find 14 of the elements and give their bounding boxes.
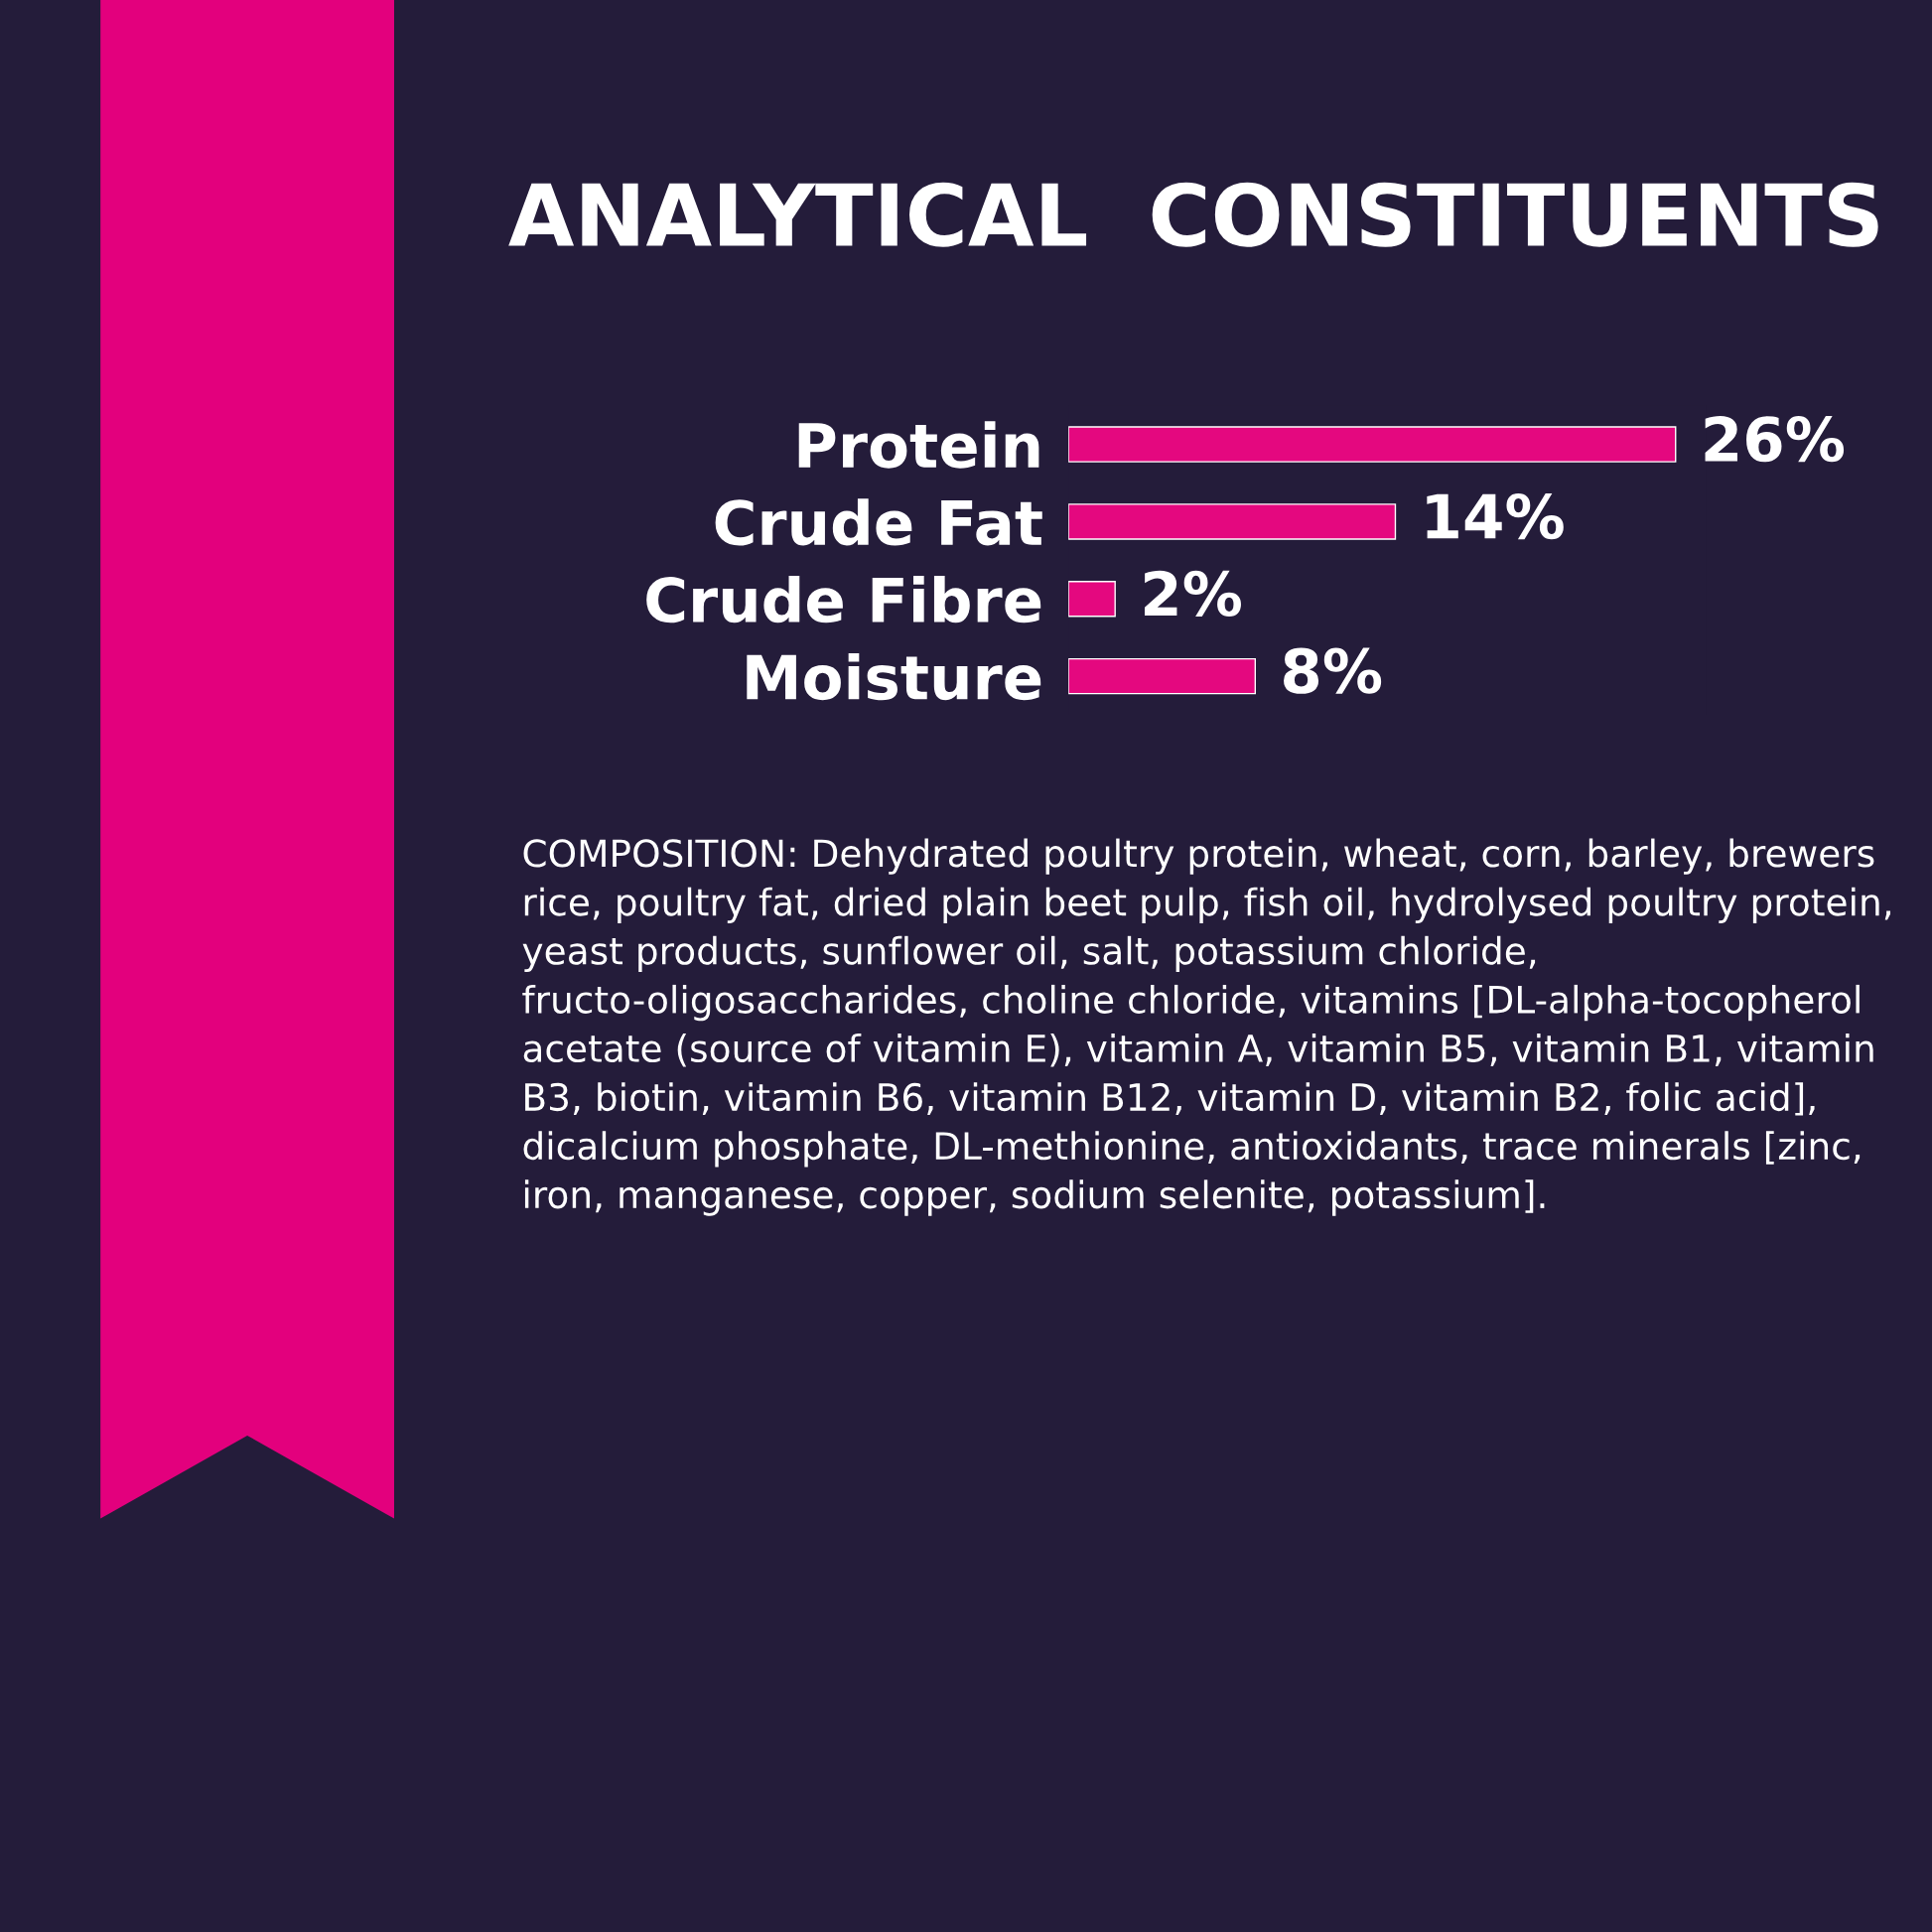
bar [1068,503,1397,540]
data-label: 14% [1427,492,1564,540]
data-label: 2% [1145,570,1241,617]
y-tick-label: Moisture [747,652,1041,701]
bar [1068,657,1257,695]
text: COMPOSITION: Dehydrated poultry protein, wheat, corn, barley, brewers rice, poultry fat, dried plain beet pulp, fish oil, hydrolysed poultry protein, yeast products, sunflower oil, salt, potassium chloride, fructo-oligosaccharides, choline chloride, vitamins [DL-alpha-tocopherol acetate (source of vitamin E), vitamin A, vitamin B5, vitamin B1, vitamin B3, biotin, vitamin B6, vitamin B12, vitamin D, vitamin B2, folic acid], dicalcium phosphate, DL-methionine, antioxidants, trace minerals [zinc, iron, manganese, copper, sodium selenite, potassium]. [522,838,1891,1216]
bar [1068,426,1677,463]
y-tick-label: Crude Fat [715,498,1042,546]
y-tick-label: Protein [798,421,1039,469]
data-label: 26% [1705,416,1845,463]
chart-title: ANALYTICAL CONSTITUENTS [508,182,1878,247]
data-label: 8% [1284,647,1382,694]
bar [1068,581,1116,618]
y-tick-label: Crude Fibre [646,576,1041,623]
